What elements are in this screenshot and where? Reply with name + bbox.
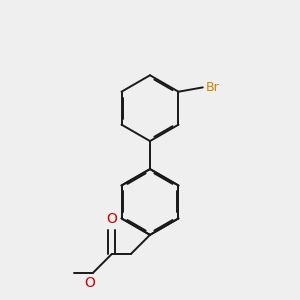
- Text: Br: Br: [206, 81, 220, 94]
- Text: O: O: [106, 212, 117, 226]
- Text: O: O: [84, 276, 95, 290]
